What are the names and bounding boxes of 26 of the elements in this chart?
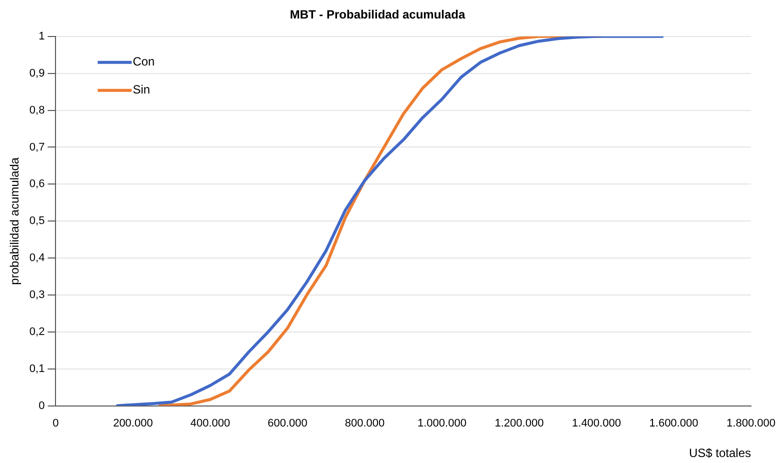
legend-label: Sin xyxy=(132,82,150,97)
x-tick-label: 1.200.000 xyxy=(494,417,544,430)
chart-title: MBT - Probabilidad acumulada xyxy=(290,8,466,22)
y-tick-label: 1 xyxy=(38,30,45,42)
y-tick-label: 0,8 xyxy=(29,104,45,116)
x-tick-label: 600.000 xyxy=(268,417,308,430)
x-tick-label: 800.000 xyxy=(344,417,385,430)
y-tick-label: 0 xyxy=(38,400,45,412)
x-axis-title: US$ totales xyxy=(688,446,751,460)
x-tick-label: 1.400.000 xyxy=(572,417,621,430)
y-tick-label: 0,1 xyxy=(29,362,45,375)
x-tick-label: 1.800.000 xyxy=(726,417,776,430)
y-tick-label: 0,4 xyxy=(29,252,45,264)
x-tick-label: 400.000 xyxy=(190,417,230,430)
y-tick-label: 0,7 xyxy=(29,141,45,154)
x-tick-label: 1.600.000 xyxy=(649,417,698,430)
y-tick-label: 0,2 xyxy=(29,326,45,338)
legend-label: Con xyxy=(132,54,155,69)
y-tick-label: 0,6 xyxy=(29,178,45,190)
x-tick-label: 0 xyxy=(52,417,59,430)
x-tick-label: 200.000 xyxy=(113,417,153,430)
y-tick-label: 0,9 xyxy=(29,67,45,80)
y-axis-title: probabilidad acumulada xyxy=(8,157,22,285)
y-tick-label: 0,5 xyxy=(29,215,45,228)
y-tick-label: 0,3 xyxy=(29,289,45,302)
x-tick-label: 1.000.000 xyxy=(418,417,466,430)
